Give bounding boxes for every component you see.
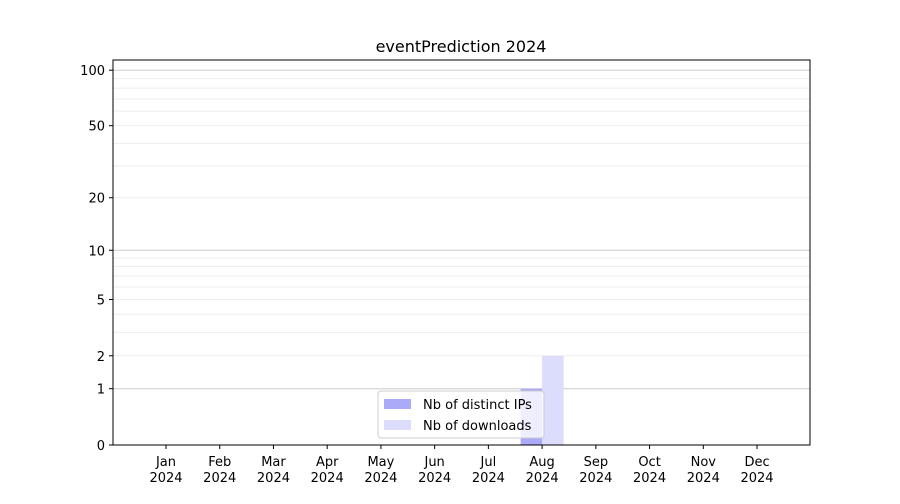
x-tick-label: Nov 2024 [687, 455, 720, 486]
bar-downloads [542, 355, 564, 445]
legend-swatch [384, 399, 411, 409]
x-tick-label: Oct 2024 [633, 455, 666, 486]
y-tick-label: 20 [88, 192, 105, 207]
y-tick-label: 0 [97, 439, 105, 454]
x-tick-label: Apr 2024 [311, 455, 344, 486]
y-tick-label: 100 [80, 64, 105, 79]
x-tick-label: Sep 2024 [579, 455, 612, 486]
plot-frame [112, 59, 811, 446]
legend: Nb of distinct IPs Nb of downloads [377, 390, 545, 439]
y-tick-label: 2 [97, 350, 105, 365]
y-tick-label: 5 [97, 293, 105, 308]
chart-title: eventPrediction 2024 [376, 37, 547, 56]
x-tick-label: May 2024 [364, 455, 397, 486]
x-tick-label: Dec 2024 [740, 455, 773, 486]
x-tick-label: Mar 2024 [257, 455, 290, 486]
x-tick-label: Aug 2024 [526, 455, 559, 486]
x-tick-label: Jul 2024 [472, 455, 505, 486]
legend-label: Nb of downloads [423, 419, 532, 434]
y-tick-label: 1 [97, 383, 105, 398]
legend-swatch [384, 420, 411, 430]
legend-box [377, 390, 545, 439]
x-tick-label: Jan 2024 [149, 455, 182, 486]
x-tick-label: Feb 2024 [203, 455, 236, 486]
y-tick-label: 50 [88, 120, 105, 135]
y-tick-label: 10 [88, 244, 105, 259]
legend-label: Nb of distinct IPs [423, 398, 532, 413]
x-tick-label: Jun 2024 [418, 455, 451, 486]
